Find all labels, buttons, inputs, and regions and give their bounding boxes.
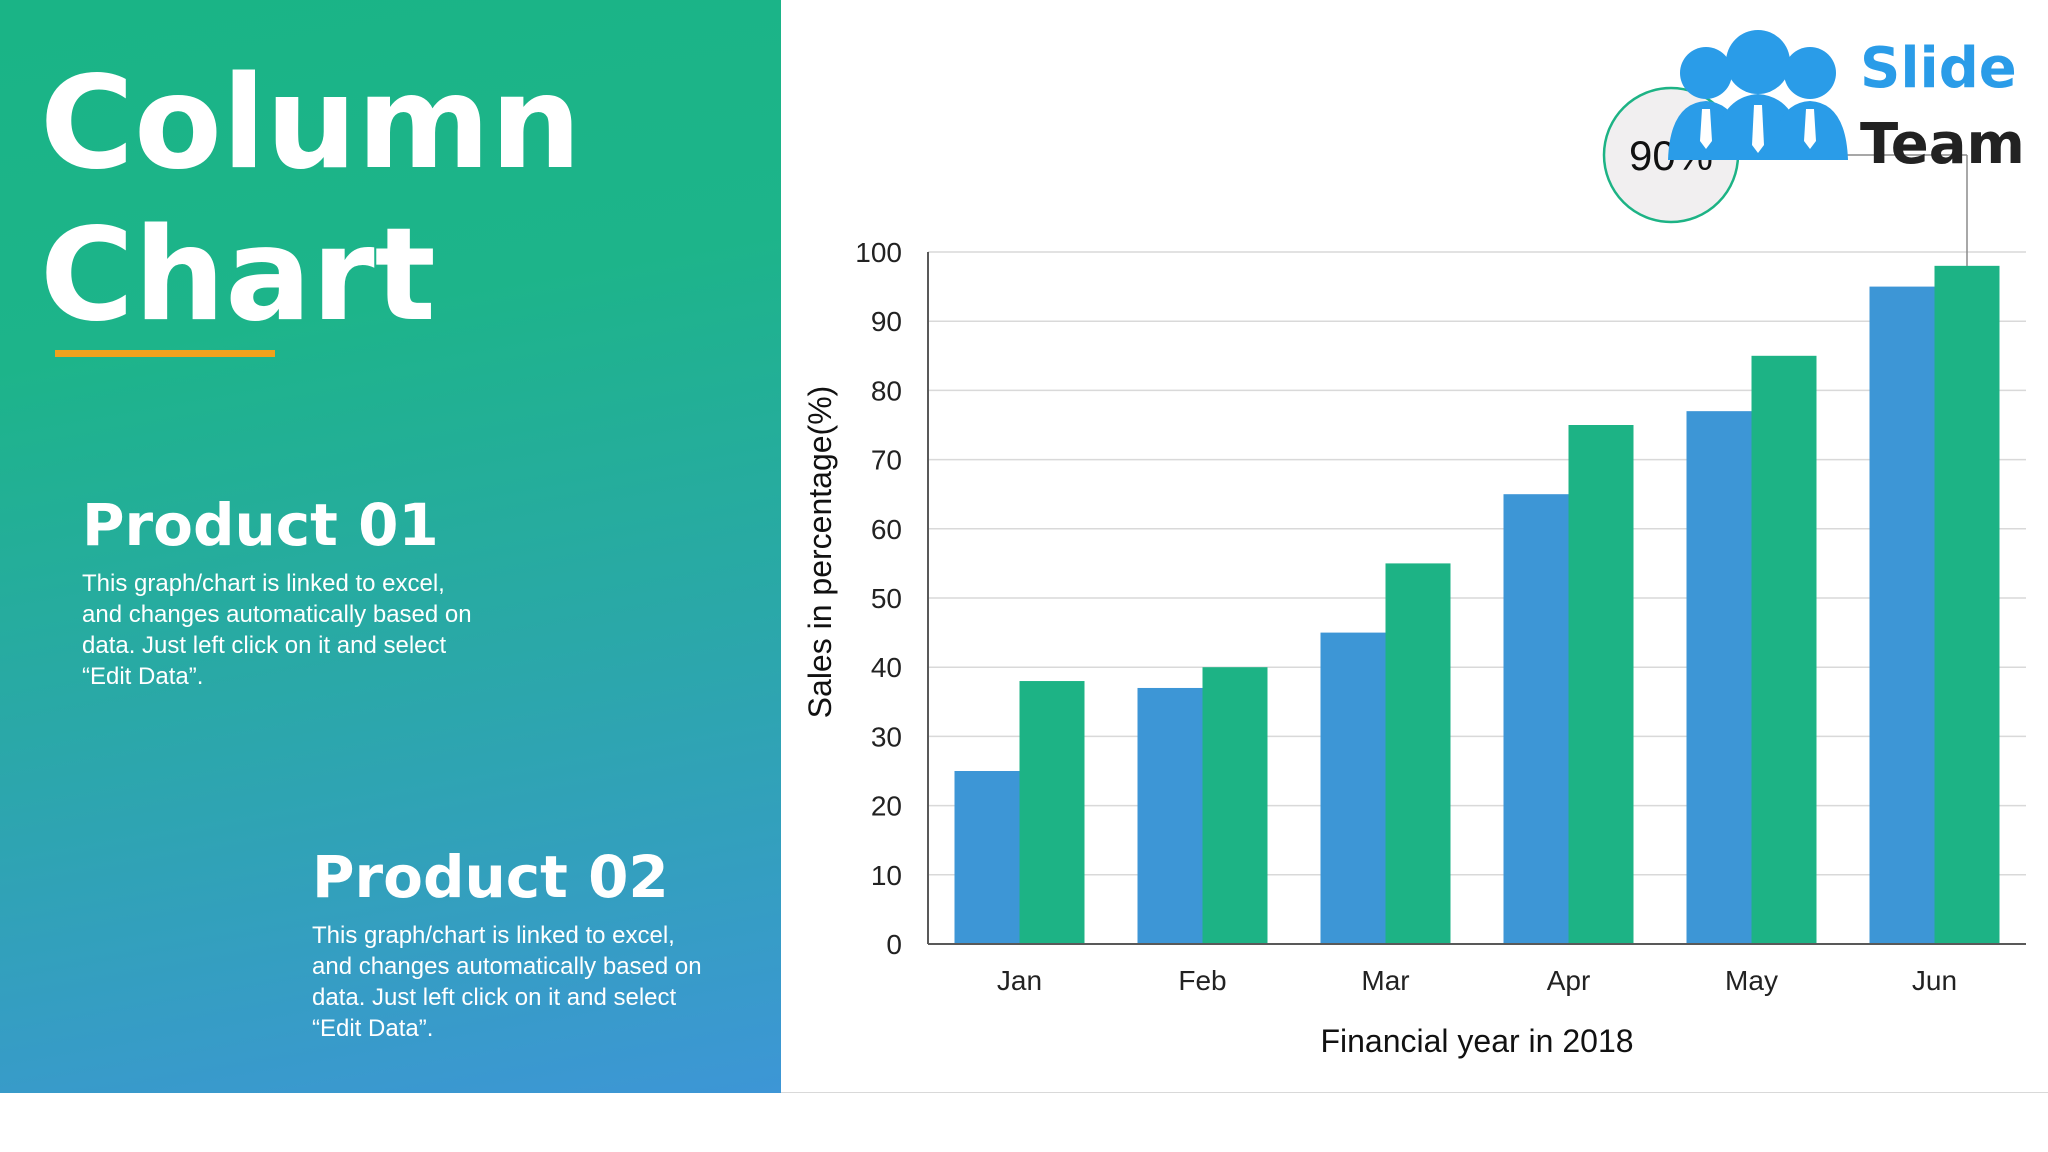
x-tick-label: Jan bbox=[997, 965, 1042, 996]
column-chart[interactable]: 0 10 20 30 40 50 60 70 80 90 100 Jan Feb Mar Apr May Jun… bbox=[0, 0, 2048, 1093]
chart-labels: 0 10 20 30 40 50 60 70 80 90 100 Jan Feb Mar Apr May Jun… bbox=[802, 237, 1957, 1059]
bar-series1-apr[interactable] bbox=[1503, 494, 1569, 944]
bar-series2-jun[interactable] bbox=[1934, 265, 2000, 945]
bar-series1-feb[interactable] bbox=[1137, 687, 1203, 944]
x-tick-label: Mar bbox=[1361, 965, 1409, 996]
bar-series2-jan[interactable] bbox=[1019, 681, 1085, 944]
bar-series1-jun[interactable] bbox=[1869, 286, 1935, 945]
logo-text-team: Team bbox=[1860, 112, 2025, 175]
bar-series2-mar[interactable] bbox=[1385, 563, 1451, 944]
product-02-description: This graph/chart is linked to excel, and… bbox=[312, 922, 702, 1042]
y-tick-label: 10 bbox=[871, 860, 902, 891]
bar-series2-feb[interactable] bbox=[1202, 667, 1268, 944]
y-tick-label: 70 bbox=[871, 445, 902, 476]
bar-series2-apr[interactable] bbox=[1568, 425, 1634, 944]
chart-gridlines bbox=[928, 251, 2026, 876]
logo-text-slide: Slide bbox=[1860, 36, 2017, 101]
bar-series1-jan[interactable] bbox=[954, 771, 1020, 944]
y-tick-label: 60 bbox=[871, 514, 902, 545]
chart-axes bbox=[927, 252, 2026, 945]
y-tick-label: 50 bbox=[871, 583, 902, 614]
y-tick-label: 40 bbox=[871, 652, 902, 683]
y-tick-label: 80 bbox=[871, 375, 902, 406]
tie-icons bbox=[1700, 105, 1816, 153]
bar-series2-may[interactable] bbox=[1751, 355, 1817, 944]
people-icon bbox=[1668, 30, 1848, 160]
y-tick-label: 90 bbox=[871, 306, 902, 337]
chart-bars bbox=[954, 265, 2000, 945]
y-tick-label: 0 bbox=[886, 929, 902, 960]
slideteam-logo: Slide Team bbox=[1668, 30, 2025, 175]
product-02-block: Product 02 This graph/chart is linked to… bbox=[312, 842, 712, 1044]
x-tick-label: May bbox=[1725, 965, 1778, 996]
product-01-heading: Product 01 bbox=[82, 491, 439, 559]
slide: Column Chart Product 01 This graph/chart… bbox=[0, 0, 2048, 1093]
y-tick-label: 20 bbox=[871, 791, 902, 822]
title-underline bbox=[55, 350, 275, 357]
y-tick-label: 30 bbox=[871, 721, 902, 752]
slide-bottom-divider bbox=[781, 1092, 2048, 1093]
y-axis-title: Sales in percentage(%) bbox=[802, 386, 838, 719]
x-tick-label: Jun bbox=[1912, 965, 1957, 996]
bar-series1-mar[interactable] bbox=[1320, 632, 1386, 944]
x-axis-title: Financial year in 2018 bbox=[1320, 1023, 1633, 1059]
product-01-block: Product 01 This graph/chart is linked to… bbox=[82, 490, 482, 692]
x-tick-label: Feb bbox=[1178, 965, 1226, 996]
product-02-heading: Product 02 bbox=[312, 843, 669, 911]
bar-series1-may[interactable] bbox=[1686, 411, 1752, 944]
y-tick-label: 100 bbox=[855, 237, 902, 268]
product-01-description: This graph/chart is linked to excel, and… bbox=[82, 570, 472, 690]
slide-title: Column Chart bbox=[40, 49, 582, 350]
x-tick-label: Apr bbox=[1547, 965, 1591, 996]
title-panel: Column Chart Product 01 This graph/chart… bbox=[0, 0, 781, 1093]
